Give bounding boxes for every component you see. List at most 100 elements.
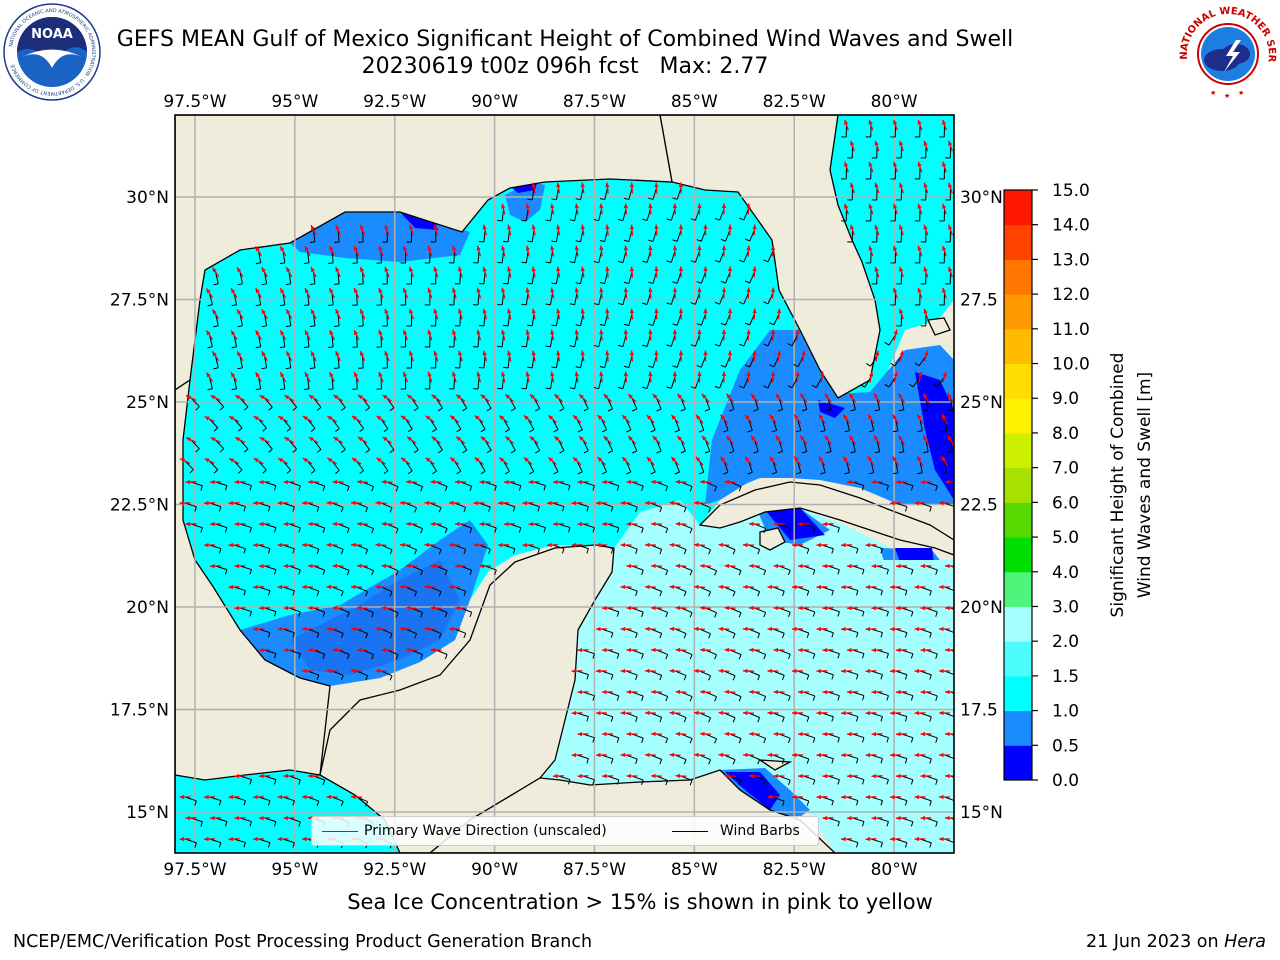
vector-423	[473, 500, 491, 512]
wind-barb-flag	[886, 611, 889, 617]
vector-743	[920, 815, 938, 827]
wind-barb-flag	[696, 323, 702, 326]
wave-arrow-head	[332, 521, 338, 527]
wave-arrow-head	[556, 224, 561, 230]
wind-barb-shaft	[919, 754, 932, 760]
wind-barb-shaft	[827, 607, 840, 613]
wind-barb-flag	[249, 527, 252, 533]
vector-718	[252, 794, 271, 806]
wave-arrow-head	[899, 140, 904, 146]
vector-611	[301, 668, 320, 680]
vector-211	[527, 350, 536, 369]
wind-barb-flag	[861, 485, 865, 491]
wind-barb-shaft	[607, 775, 620, 781]
vector-129	[448, 287, 457, 306]
wind-barb-flag	[771, 471, 777, 475]
vector-474	[522, 542, 540, 554]
wave-arrow-head	[896, 563, 901, 569]
wind-barb-shaft	[876, 439, 881, 452]
wind-barb-flag	[806, 758, 810, 764]
vector-162	[599, 308, 610, 327]
vector-555	[773, 605, 791, 618]
wind-barb-flag	[529, 429, 535, 433]
wave-arrow-head	[939, 584, 944, 590]
wave-arrow-head	[311, 225, 315, 231]
wave-arrow-head	[571, 752, 577, 758]
wind-barb-flag	[243, 548, 246, 554]
vector-524	[620, 584, 638, 596]
wave-arrow-head	[914, 626, 920, 632]
wind-barb-flag	[659, 675, 663, 681]
wave-arrow-head	[769, 414, 775, 420]
wave-arrow-head	[210, 395, 216, 400]
wave-arrow-head	[841, 668, 846, 674]
vector-333	[529, 435, 541, 454]
vector-225	[914, 350, 929, 367]
lon-tick-top-6: 82.5°W	[763, 92, 826, 112]
wave-arrow-head	[351, 415, 357, 421]
wave-arrow-head	[479, 479, 485, 485]
wind-barb-flag	[666, 386, 672, 389]
vector-152	[358, 308, 366, 327]
vector-201	[285, 350, 293, 370]
vector-352	[204, 457, 219, 474]
vector-553	[724, 605, 742, 618]
vector-205	[382, 350, 390, 369]
wind-barb-shaft	[652, 271, 657, 284]
vector-270	[529, 393, 541, 412]
wind-barb-flag	[880, 632, 883, 638]
wind-barb-flag	[960, 654, 962, 659]
wave-arrow-head	[675, 773, 681, 779]
wave-arrow-head	[669, 500, 675, 506]
wind-barb-shaft	[460, 607, 472, 613]
wind-barb-flag	[371, 612, 375, 618]
wave-arrow-head	[234, 521, 240, 527]
wind-barb-shaft	[313, 481, 325, 487]
wave-arrow-head	[505, 436, 511, 442]
wind-barb-shaft	[772, 460, 778, 473]
wind-barb-flag	[812, 569, 816, 575]
wave-arrow-head	[700, 647, 705, 653]
vector-412	[203, 500, 222, 512]
wind-barb-shaft	[405, 418, 413, 430]
vector-158	[503, 308, 512, 327]
wind-barb-shaft	[725, 229, 731, 242]
vector-339	[676, 435, 686, 454]
wind-barb-shaft	[705, 733, 717, 740]
wave-arrow-head	[452, 371, 457, 377]
wave-arrow-head	[228, 584, 234, 590]
wind-barb-shaft	[895, 838, 908, 844]
wind-barb-flag	[708, 507, 712, 513]
wave-arrow-head	[548, 457, 554, 462]
wind-barb-shaft	[580, 355, 584, 368]
vector-32	[617, 203, 629, 222]
wind-barb-shaft	[754, 397, 759, 410]
wind-barb-shaft	[574, 334, 578, 347]
wave-arrow-head	[501, 203, 506, 209]
wind-barb-shaft	[656, 691, 668, 697]
wind-barb-flag	[738, 654, 742, 660]
vector-540	[283, 605, 301, 617]
wind-barb-shaft	[264, 523, 277, 529]
wave-arrow-head	[357, 647, 362, 653]
wave-arrow-head	[718, 710, 724, 716]
wind-barb-flag	[837, 611, 840, 617]
vector-604	[797, 647, 816, 659]
wave-arrow-head	[945, 815, 950, 821]
vector-215	[623, 350, 635, 369]
wind-barb-shaft	[215, 397, 225, 408]
vector-513	[944, 563, 954, 569]
wind-barb-flag	[249, 569, 252, 575]
wind-barb-shaft	[386, 565, 399, 572]
wind-barb-shaft	[209, 460, 219, 471]
vector-18	[599, 182, 610, 201]
vector-328	[406, 436, 419, 454]
vector-282	[824, 393, 832, 412]
wave-arrow-head	[525, 287, 530, 293]
wave-arrow-head	[456, 394, 462, 400]
vector-460	[822, 521, 840, 533]
wind-barb-flag	[238, 469, 243, 474]
vector-87	[763, 245, 776, 263]
wave-arrow-head	[752, 350, 757, 356]
wind-barb-flag	[753, 408, 759, 412]
